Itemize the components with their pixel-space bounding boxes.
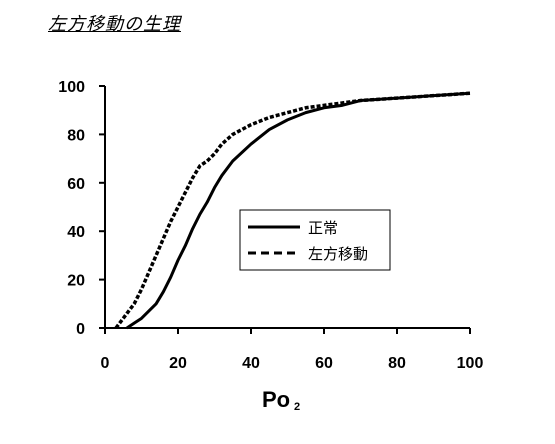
series-lines	[114, 91, 471, 330]
y-tick-label: 80	[67, 127, 85, 144]
tick-labels: 0 20 40 60 80 100 0 20 40 60 80 100	[58, 79, 483, 372]
series-line-1	[126, 91, 471, 330]
x-tick-label: 0	[101, 355, 110, 372]
y-tick-label: 60	[67, 176, 85, 193]
series-line-2	[114, 91, 471, 330]
y-tick-label: 40	[67, 224, 85, 241]
x-tick-label: 40	[242, 355, 260, 372]
x-tick-label: 100	[457, 355, 484, 372]
x-axis-label-subscript: 2	[294, 401, 300, 413]
legend-label-2: 左方移動	[308, 245, 368, 263]
axes	[99, 85, 471, 334]
x-tick-label: 80	[388, 355, 406, 372]
y-tick-label: 20	[67, 273, 85, 290]
chart-title: 左方移動の生理	[48, 14, 181, 35]
y-tick-label: 0	[76, 321, 85, 338]
legend-label-1: 正常	[308, 219, 338, 237]
x-axis-label: Po	[262, 387, 290, 412]
y-tick-label: 100	[58, 79, 85, 96]
legend-box	[239, 209, 391, 271]
x-tick-label: 20	[169, 355, 187, 372]
x-tick-label: 60	[315, 355, 333, 372]
